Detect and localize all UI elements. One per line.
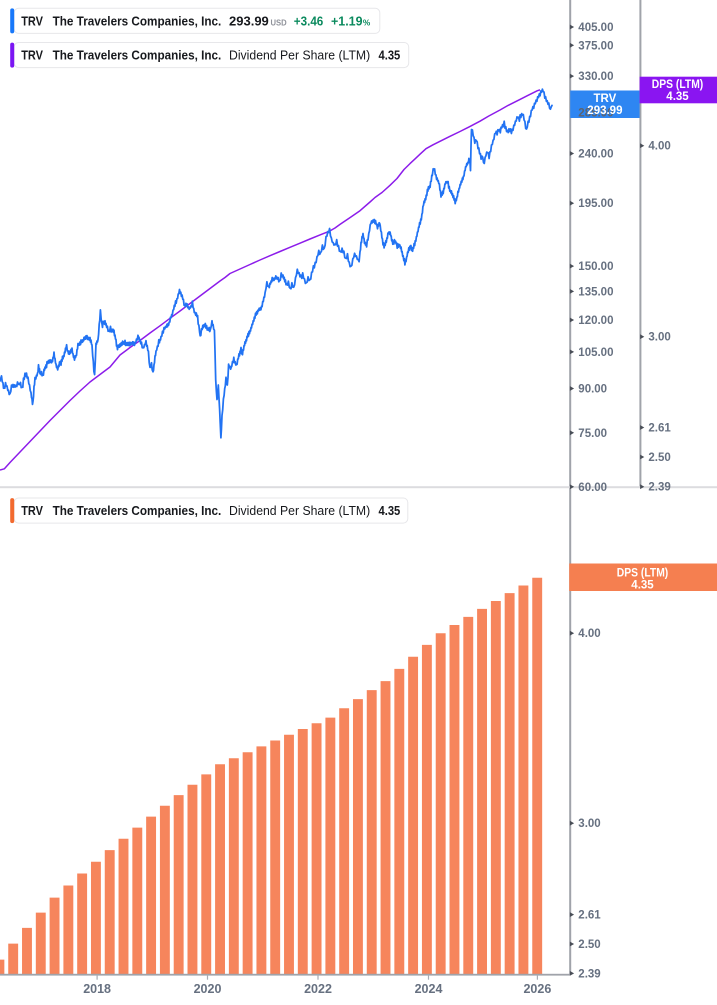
svg-text:TRV: TRV (21, 14, 43, 28)
svg-text:405.00: 405.00 (578, 22, 613, 34)
svg-text:DPS (LTM): DPS (LTM) (652, 79, 704, 91)
svg-text:4.00: 4.00 (578, 628, 600, 640)
svg-text:195.00: 195.00 (578, 198, 613, 210)
svg-text:TRV: TRV (21, 504, 43, 518)
svg-text:The Travelers Companies, Inc.: The Travelers Companies, Inc. (53, 49, 222, 63)
svg-text:3.00: 3.00 (648, 332, 670, 344)
svg-text:2022: 2022 (304, 982, 332, 996)
svg-text:4.35: 4.35 (631, 579, 654, 591)
svg-text:75.00: 75.00 (578, 428, 607, 440)
svg-text:3.00: 3.00 (578, 818, 600, 830)
svg-text:90.00: 90.00 (578, 384, 607, 396)
svg-text:240.00: 240.00 (578, 149, 613, 161)
svg-text:+3.46: +3.46 (294, 14, 324, 28)
svg-text:293.99: 293.99 (229, 14, 269, 28)
svg-text:60.00: 60.00 (578, 482, 607, 494)
svg-text:4.35: 4.35 (379, 504, 401, 518)
svg-text:2.50: 2.50 (648, 452, 670, 464)
svg-text:105.00: 105.00 (578, 347, 613, 359)
svg-text:2018: 2018 (83, 982, 111, 996)
svg-text:135.00: 135.00 (578, 286, 613, 298)
svg-text:375.00: 375.00 (578, 40, 613, 52)
svg-text:USD: USD (271, 17, 287, 27)
svg-text:+1.19: +1.19 (331, 14, 363, 28)
svg-text:Dividend Per Share (LTM): Dividend Per Share (LTM) (229, 504, 370, 518)
svg-text:TRV: TRV (594, 93, 617, 105)
svg-text:DPS (LTM): DPS (LTM) (617, 568, 669, 580)
svg-text:293.99: 293.99 (587, 105, 622, 117)
svg-text:2026: 2026 (523, 982, 551, 996)
svg-text:150.00: 150.00 (578, 261, 613, 273)
svg-text:2.39: 2.39 (578, 968, 600, 980)
svg-text:120.00: 120.00 (578, 315, 613, 327)
svg-text:4.35: 4.35 (666, 91, 689, 103)
svg-text:285.00: 285.00 (578, 108, 613, 120)
svg-text:2.50: 2.50 (578, 939, 600, 951)
svg-text:The Travelers Companies, Inc.: The Travelers Companies, Inc. (53, 504, 222, 518)
svg-text:2024: 2024 (415, 982, 443, 996)
svg-text:Dividend Per Share (LTM): Dividend Per Share (LTM) (229, 49, 370, 63)
svg-text:%: % (363, 17, 371, 27)
svg-text:The Travelers Companies, Inc.: The Travelers Companies, Inc. (53, 14, 222, 28)
svg-text:TRV: TRV (21, 49, 43, 63)
svg-text:2.61: 2.61 (648, 423, 671, 435)
svg-text:330.00: 330.00 (578, 71, 613, 83)
svg-text:2020: 2020 (194, 982, 222, 996)
svg-text:2.39: 2.39 (648, 482, 670, 494)
svg-text:4.35: 4.35 (379, 49, 401, 63)
svg-text:4.00: 4.00 (648, 141, 670, 153)
svg-text:2.61: 2.61 (578, 910, 601, 922)
